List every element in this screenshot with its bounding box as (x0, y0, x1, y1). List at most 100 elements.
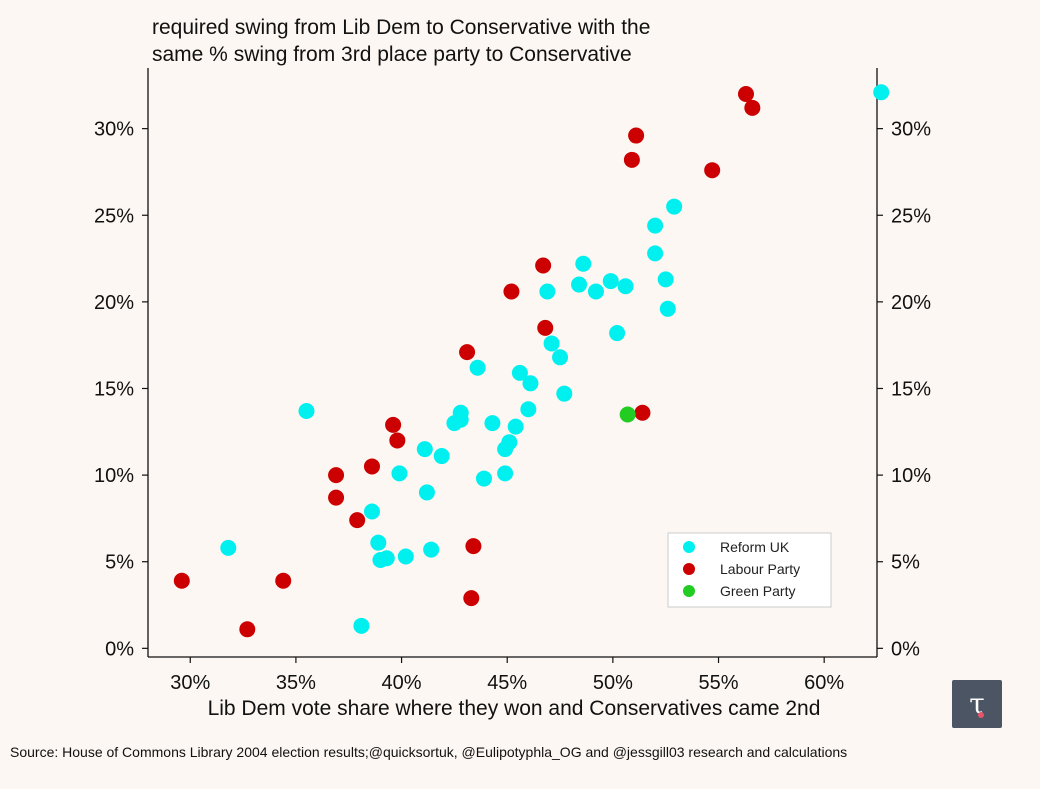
point-reform-uk (418, 484, 435, 501)
y-tick-label-right: 15% (891, 378, 931, 400)
point-reform-uk (433, 448, 450, 465)
point-reform-uk (220, 539, 237, 556)
point-reform-uk (609, 325, 626, 342)
x-tick-label: 55% (699, 672, 739, 694)
y-tick-label-right: 25% (891, 205, 931, 227)
chart-title-line-1: required swing from Lib Dem to Conservat… (152, 16, 650, 39)
legend-box (667, 532, 832, 608)
legend-marker-green-party (683, 585, 695, 597)
x-axis-label: Lib Dem vote share where they won and Co… (208, 697, 821, 720)
point-labour-party (459, 344, 476, 361)
y-tick-label-left: 30% (94, 119, 134, 141)
point-labour-party (463, 590, 480, 607)
x-tick-label: 35% (276, 672, 316, 694)
point-labour-party (173, 572, 190, 589)
source-note: Source: House of Commons Library 2004 el… (10, 744, 848, 760)
y-tick-label-left: 20% (94, 292, 134, 314)
point-labour-party (535, 257, 552, 274)
point-reform-uk (416, 441, 433, 458)
x-tick-label: 50% (593, 672, 633, 694)
point-labour-party (275, 572, 292, 589)
point-reform-uk (552, 349, 569, 366)
point-labour-party (239, 621, 256, 638)
point-reform-uk (501, 434, 518, 451)
point-reform-uk (520, 401, 537, 418)
point-reform-uk (587, 283, 604, 300)
legend-label-reform-uk: Reform UK (720, 539, 790, 555)
point-reform-uk (363, 503, 380, 520)
point-reform-uk (452, 411, 469, 428)
point-reform-uk (370, 534, 387, 551)
legend: Reform UK Labour Party Green Party (667, 532, 832, 608)
axis-ticks: 30% 35% 40% 45% 50% 55% 60% 0% 0% 5% 5% 10% 10% 15% 15… (94, 119, 931, 694)
point-labour-party (744, 99, 761, 116)
point-reform-uk (497, 465, 514, 482)
y-tick-label-left: 10% (94, 465, 134, 487)
point-reform-uk (647, 217, 664, 234)
point-reform-uk (602, 273, 619, 290)
point-reform-uk (353, 617, 370, 634)
point-reform-uk (539, 283, 556, 300)
point-reform-uk (571, 276, 588, 293)
point-labour-party (634, 404, 651, 421)
chart-title-line-2: same % swing from 3rd place party to Con… (152, 43, 632, 66)
legend-label-green-party: Green Party (720, 583, 795, 599)
tau-logo-icon: τ (969, 687, 985, 720)
y-tick-label-left: 0% (105, 638, 134, 660)
point-reform-uk (511, 364, 528, 381)
logo-dot (978, 712, 984, 718)
point-reform-uk (397, 548, 414, 565)
point-reform-uk (475, 470, 492, 487)
x-tick-label: 60% (804, 672, 844, 694)
x-tick-label: 40% (382, 672, 422, 694)
point-reform-uk (391, 465, 408, 482)
point-reform-uk (647, 245, 664, 262)
y-tick-label-right: 20% (891, 292, 931, 314)
point-reform-uk (543, 335, 560, 352)
point-labour-party (628, 127, 645, 144)
point-reform-uk (378, 550, 395, 567)
y-tick-label-right: 10% (891, 465, 931, 487)
brand-logo: τ (952, 680, 1002, 728)
point-reform-uk (666, 198, 683, 215)
point-reform-uk (659, 300, 676, 317)
y-tick-label-right: 0% (891, 638, 920, 660)
legend-marker-reform-uk (683, 541, 695, 553)
point-reform-uk (617, 278, 634, 295)
point-labour-party (704, 162, 721, 179)
data-points (173, 84, 890, 638)
point-reform-uk (556, 385, 573, 402)
point-reform-uk (507, 418, 524, 435)
y-tick-label-right: 5% (891, 552, 920, 574)
point-reform-uk (423, 541, 440, 558)
point-reform-uk (469, 359, 486, 376)
point-labour-party (623, 151, 640, 168)
point-labour-party (328, 489, 345, 506)
point-labour-party (503, 283, 520, 300)
point-reform-uk (657, 271, 674, 288)
point-green-party (619, 406, 636, 423)
point-labour-party (737, 85, 754, 102)
point-labour-party (363, 458, 380, 475)
point-reform-uk (484, 415, 501, 432)
point-labour-party (328, 467, 345, 484)
y-tick-label-left: 25% (94, 205, 134, 227)
y-tick-label-right: 30% (891, 119, 931, 141)
logo-glyph: τ (969, 687, 985, 720)
y-tick-label-left: 15% (94, 378, 134, 400)
point-reform-uk (298, 403, 315, 420)
point-labour-party (385, 416, 402, 433)
x-tick-label: 30% (170, 672, 210, 694)
point-reform-uk (522, 375, 539, 392)
y-tick-label-left: 5% (105, 552, 134, 574)
x-tick-label: 45% (487, 672, 527, 694)
point-labour-party (465, 538, 482, 555)
legend-marker-labour-party (683, 563, 695, 575)
point-reform-uk (873, 84, 890, 101)
point-labour-party (537, 319, 554, 336)
point-reform-uk (575, 255, 592, 272)
legend-label-labour-party: Labour Party (720, 561, 800, 577)
point-labour-party (349, 512, 366, 529)
point-labour-party (389, 432, 406, 449)
